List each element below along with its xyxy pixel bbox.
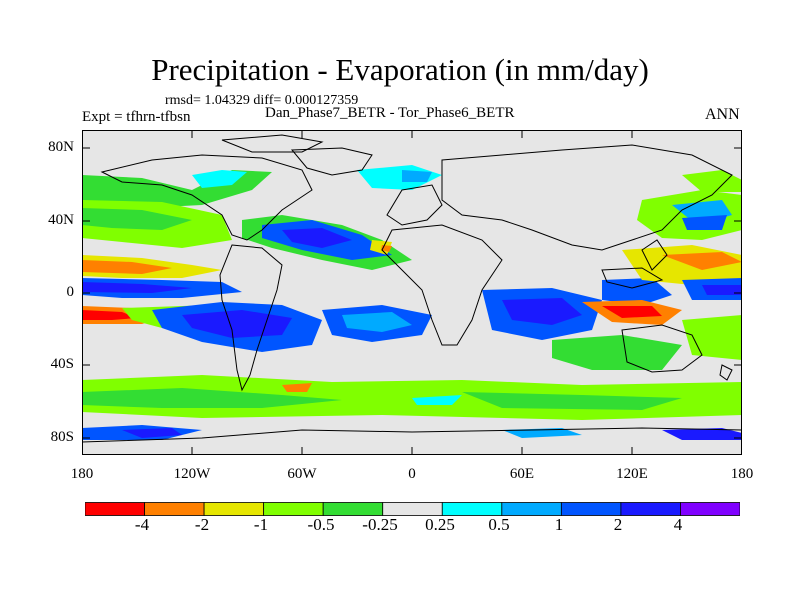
lat-label-80s: 80S xyxy=(50,429,74,445)
lon-label-180-left: 180 xyxy=(70,466,94,482)
colorbar-swatch xyxy=(680,502,740,516)
experiment-label: Expt = tfhrn-tfbsn xyxy=(82,109,191,125)
plot-title: Precipitation - Evaporation (in mm/day) xyxy=(151,52,649,87)
colorbar-swatch xyxy=(263,502,324,516)
precip-evap-map xyxy=(82,130,742,455)
colorbar-label: -0.25 xyxy=(362,515,398,534)
lat-label-40n: 40N xyxy=(48,212,74,228)
lon-label-180-right: 180 xyxy=(730,466,754,482)
colorbar-swatch xyxy=(85,502,145,516)
colorbar-label: -4 xyxy=(134,515,150,534)
colorbar-label: -1 xyxy=(253,515,269,534)
colorbar-label: 0.5 xyxy=(488,515,510,534)
field-contours xyxy=(82,165,742,440)
colorbar-swatch xyxy=(322,502,384,516)
colorbar-swatch xyxy=(560,502,622,516)
colorbar-swatch xyxy=(441,502,503,516)
colorbar-label: -0.5 xyxy=(307,515,335,534)
colorbar-swatch xyxy=(144,502,205,516)
colorbar-label: 0.25 xyxy=(425,515,455,534)
colorbar-swatch xyxy=(620,502,681,516)
season-label: ANN xyxy=(705,106,740,123)
rmsd-diff-stats: rmsd= 1.04329 diff= 0.000127359 xyxy=(165,93,359,108)
lon-label-60e: 60E xyxy=(509,466,535,482)
lat-label-40s: 40S xyxy=(50,356,74,372)
colorbar-label: 4 xyxy=(673,515,683,534)
lat-label-0: 0 xyxy=(66,284,75,300)
colorbar xyxy=(85,502,740,516)
lon-label-120w: 120W xyxy=(173,466,211,482)
coastlines xyxy=(82,134,742,443)
lon-label-0: 0 xyxy=(408,466,416,482)
colorbar-swatch xyxy=(501,502,562,516)
map-ticks xyxy=(82,130,742,455)
lat-label-80n: 80N xyxy=(48,139,74,155)
colorbar-label: -2 xyxy=(194,515,210,534)
case-comparison-label: Dan_Phase7_BETR - Tor_Phase6_BETR xyxy=(265,105,515,121)
lon-label-60w: 60W xyxy=(287,466,317,482)
lon-label-120e: 120E xyxy=(616,466,648,482)
colorbar-label: 2 xyxy=(613,515,623,534)
colorbar-label: 1 xyxy=(554,515,564,534)
colorbar-swatch xyxy=(203,502,265,516)
colorbar-swatch xyxy=(382,502,443,516)
